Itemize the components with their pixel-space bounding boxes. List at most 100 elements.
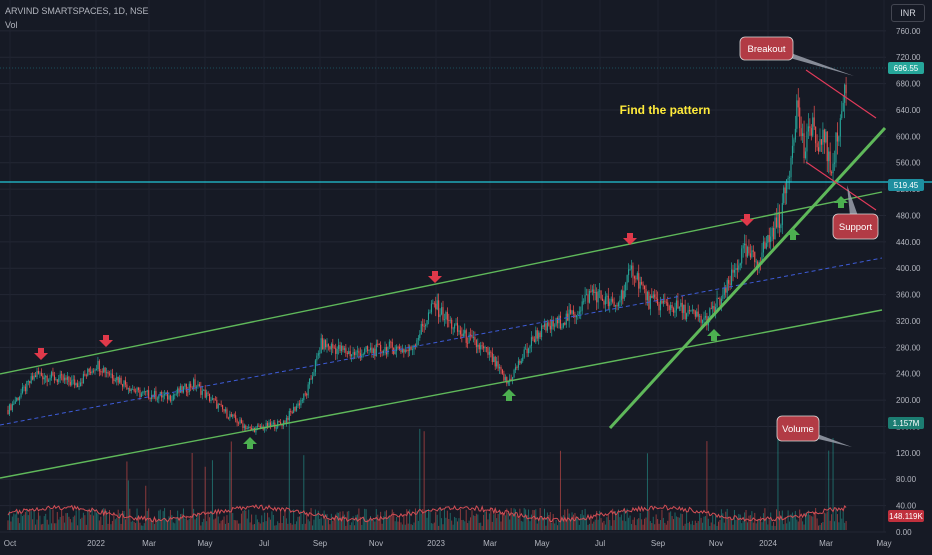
volume-bar [146, 511, 148, 530]
candle-body [626, 275, 628, 283]
volume-bar [188, 518, 190, 530]
candle-body [441, 307, 443, 315]
volume-bar [232, 513, 234, 530]
volume-bar [793, 515, 795, 530]
volume-bar [433, 522, 435, 530]
volume-bar [687, 523, 689, 530]
volume-bar [383, 516, 385, 530]
volume-bar [278, 523, 280, 530]
candle-body [130, 389, 132, 392]
candle-body [833, 162, 836, 164]
currency-button[interactable]: INR [891, 4, 925, 22]
volume-bar [203, 518, 205, 530]
volume-bar [435, 511, 437, 530]
volume-bar [665, 524, 667, 530]
price-tick-label: 720.00 [896, 53, 921, 62]
candle-body [300, 400, 302, 406]
volume-bar [371, 520, 373, 530]
volume-bar [558, 521, 560, 530]
candle-body [185, 383, 187, 392]
volume-bar [581, 509, 583, 530]
candle-body [731, 269, 733, 285]
candle-body [224, 409, 227, 412]
volume-bar [403, 515, 405, 530]
volume-bar [819, 524, 821, 530]
candle-body [609, 301, 611, 307]
volume-bar [715, 513, 717, 530]
volume-bar [816, 518, 818, 530]
volume-bar [544, 508, 545, 530]
candle-body [565, 313, 567, 325]
candle-body [578, 311, 580, 314]
candle-body [71, 380, 73, 385]
candle-body [780, 224, 782, 228]
candle-body [303, 393, 305, 400]
candle-body [317, 353, 319, 356]
candle-body [297, 403, 299, 407]
candle-body [394, 351, 396, 354]
volume-bar [13, 513, 15, 530]
candle-body [133, 389, 135, 392]
volume-bar [80, 518, 81, 530]
candle-body [765, 243, 767, 249]
candle-body [36, 370, 38, 378]
volume-bar [417, 520, 419, 530]
candle-body [110, 373, 112, 375]
volume-bar [55, 523, 57, 530]
price-tick-label: 760.00 [896, 27, 921, 36]
candle-body [722, 294, 724, 299]
candle-body [536, 330, 538, 339]
volume-bar [691, 520, 693, 530]
candle-body [549, 325, 551, 330]
candle-body [629, 269, 631, 271]
volume-bar [297, 516, 299, 530]
volume-bar [813, 511, 815, 530]
volume-bar [185, 515, 187, 530]
volume-bar [771, 525, 773, 530]
volume-bar [216, 512, 218, 530]
candle-body [139, 389, 141, 398]
annotation-labels: Breakout Support Volume Find the pattern [620, 36, 879, 447]
candle-body [135, 391, 137, 393]
candle-body [210, 399, 212, 401]
candle-body [546, 322, 548, 331]
candle-body [397, 346, 399, 348]
candle-body [39, 372, 41, 374]
candle-body [72, 379, 74, 381]
time-axis[interactable]: Oct 2022 Mar May Jul Sep Nov 2023 Mar May Jul Sep No… [4, 539, 892, 548]
volume-bar [591, 523, 593, 530]
candle-body [512, 377, 514, 381]
candle-body [507, 381, 509, 384]
candle-body [746, 246, 749, 257]
candle-body [66, 376, 68, 380]
candle-body [649, 295, 651, 309]
candle-body [425, 324, 427, 327]
candle-body [122, 384, 124, 387]
volume-bar [704, 516, 706, 530]
candle-body [380, 344, 382, 352]
price-tick-label: 40.00 [896, 502, 917, 511]
candle-body [98, 361, 100, 372]
volume-bar [583, 515, 585, 530]
volume-bar [619, 517, 621, 530]
candle-body [659, 300, 662, 311]
volume-bar [65, 513, 67, 530]
volume-bar [464, 521, 466, 530]
volume-bar [812, 516, 814, 530]
volume-bar [81, 517, 83, 530]
candle-body [445, 312, 447, 320]
volume-bar [16, 510, 18, 530]
volume-bar [101, 524, 103, 530]
volume-bar [109, 510, 110, 530]
volume-bar [481, 525, 483, 530]
volume-bar [116, 517, 118, 530]
price-axis[interactable]: 760.00720.00680.00640.00600.00560.00520.… [888, 27, 924, 537]
volume-bar [220, 520, 222, 530]
candle-body [129, 388, 131, 392]
candle-body [744, 243, 746, 246]
resistance-arrow-down [34, 348, 48, 360]
candle-body [166, 392, 169, 400]
candle-body [572, 310, 575, 314]
candle-body [784, 187, 786, 194]
